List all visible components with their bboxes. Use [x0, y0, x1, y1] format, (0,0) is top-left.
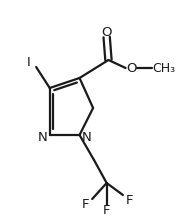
Text: O: O — [101, 26, 112, 38]
Text: I: I — [27, 56, 31, 69]
Text: CH₃: CH₃ — [152, 61, 175, 75]
Text: N: N — [38, 131, 48, 143]
Text: F: F — [82, 198, 90, 210]
Text: F: F — [125, 194, 133, 206]
Text: F: F — [103, 204, 110, 216]
Text: N: N — [81, 131, 91, 143]
Text: O: O — [126, 61, 136, 75]
